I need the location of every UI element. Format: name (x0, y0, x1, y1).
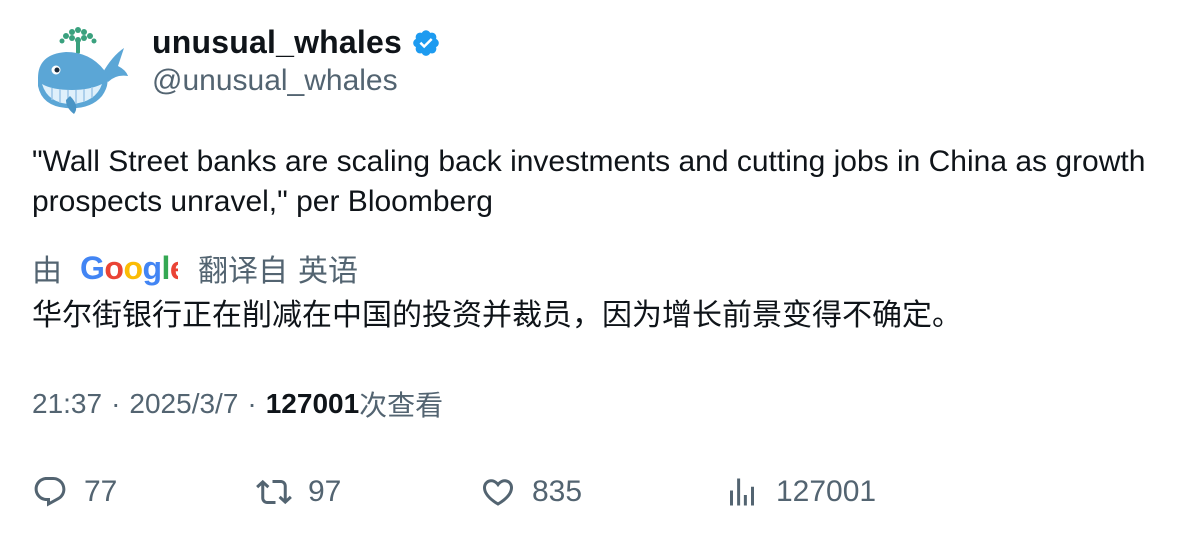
tweet-text: "Wall Street banks are scaling back inve… (32, 145, 1146, 218)
views-count: 127001 (265, 388, 360, 419)
reply-button[interactable]: 77 (32, 470, 117, 514)
retweet-icon (256, 479, 292, 505)
tweet-meta: 21:37 · 2025/3/7 · 127001 次查看 (32, 384, 443, 424)
views-button[interactable]: 127001 (724, 470, 876, 514)
svg-text:Google: Google (80, 250, 178, 286)
translated-by-label: 由 (32, 255, 62, 288)
avatar[interactable] (32, 26, 128, 114)
author-name-row[interactable]: unusual_whales (152, 22, 441, 62)
reply-icon (34, 477, 66, 507)
whale-avatar-icon (38, 27, 128, 114)
meta-separator: · (247, 388, 257, 419)
meta-separator: · (111, 388, 121, 419)
author-display-name[interactable]: unusual_whales (152, 23, 402, 60)
like-count: 835 (532, 475, 583, 508)
translation-source-language: 英语 (298, 255, 358, 288)
translation-attribution: 由 Google 翻译自 英语 (32, 248, 358, 288)
retweet-count: 97 (308, 475, 342, 508)
reply-count: 77 (84, 475, 118, 508)
translated-text: 华尔街银行正在削减在中国的投资并裁员，因为增长前景变得不确定。 (32, 299, 962, 332)
verified-badge-icon (413, 30, 439, 56)
retweet-button[interactable]: 97 (256, 470, 341, 514)
views-action-count: 127001 (776, 475, 877, 508)
google-logo[interactable]: Google (80, 250, 178, 286)
author-handle[interactable]: @unusual_whales (152, 64, 398, 97)
analytics-icon (730, 478, 754, 506)
translated-from-label: 翻译自 (198, 255, 288, 288)
tweet-date[interactable]: 2025/3/7 (129, 388, 239, 419)
heart-icon (482, 479, 514, 506)
action-bar: 77 97 835 127001 (32, 470, 1172, 514)
views-label: 次查看 (359, 390, 444, 421)
like-button[interactable]: 835 (480, 470, 582, 514)
tweet-time[interactable]: 21:37 (32, 388, 103, 419)
